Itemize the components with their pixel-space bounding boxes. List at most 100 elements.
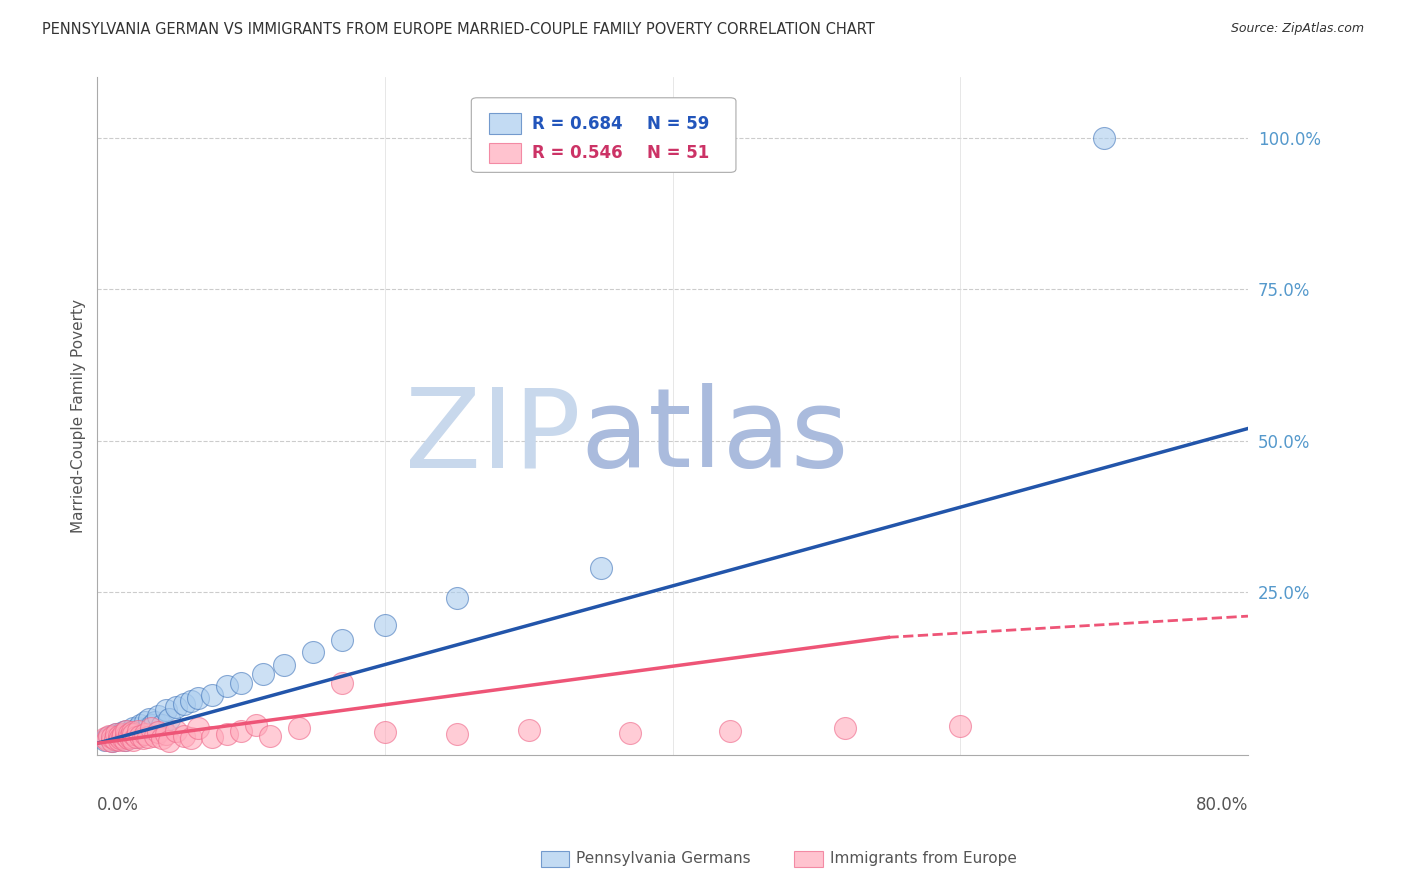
Point bbox=[134, 727, 156, 741]
Point bbox=[115, 727, 138, 741]
Point bbox=[330, 633, 353, 648]
Point bbox=[134, 714, 156, 729]
Point bbox=[110, 731, 132, 746]
Point bbox=[273, 657, 295, 672]
Point bbox=[112, 727, 135, 741]
Point bbox=[127, 724, 149, 739]
Point bbox=[118, 731, 141, 746]
Bar bbox=[488, 143, 520, 163]
Point bbox=[112, 729, 135, 743]
Point bbox=[138, 712, 160, 726]
Point bbox=[180, 731, 202, 746]
Text: Pennsylvania Germans: Pennsylvania Germans bbox=[576, 852, 751, 866]
Point bbox=[166, 700, 188, 714]
Point bbox=[100, 729, 122, 743]
Point bbox=[231, 724, 253, 739]
Point bbox=[132, 724, 155, 739]
Point bbox=[374, 618, 396, 632]
Point bbox=[108, 733, 131, 747]
Point bbox=[105, 727, 128, 741]
Point bbox=[122, 733, 145, 747]
Point bbox=[143, 729, 166, 743]
Point bbox=[97, 730, 120, 744]
Text: N = 51: N = 51 bbox=[647, 144, 710, 161]
Point bbox=[117, 729, 139, 743]
Point bbox=[105, 731, 128, 746]
Point bbox=[157, 734, 180, 748]
Point bbox=[112, 725, 135, 739]
Point bbox=[125, 730, 148, 744]
Point bbox=[114, 733, 136, 747]
Point bbox=[146, 725, 169, 739]
Point bbox=[118, 727, 141, 741]
Point bbox=[111, 730, 134, 744]
Point bbox=[718, 724, 741, 739]
Point bbox=[122, 727, 145, 741]
Point bbox=[108, 729, 131, 743]
Text: Immigrants from Europe: Immigrants from Europe bbox=[830, 852, 1017, 866]
Point bbox=[108, 729, 131, 743]
Point bbox=[120, 725, 142, 739]
Point bbox=[121, 724, 143, 739]
Point bbox=[166, 724, 188, 739]
Point bbox=[330, 675, 353, 690]
Point bbox=[173, 729, 195, 743]
Point bbox=[259, 729, 281, 743]
Point bbox=[121, 730, 143, 744]
FancyBboxPatch shape bbox=[471, 98, 735, 172]
Text: N = 59: N = 59 bbox=[647, 114, 710, 133]
Text: atlas: atlas bbox=[581, 384, 849, 491]
Point bbox=[252, 666, 274, 681]
Point bbox=[111, 730, 134, 744]
Point bbox=[245, 718, 267, 732]
Point bbox=[96, 733, 118, 747]
Bar bbox=[488, 113, 520, 134]
Point bbox=[173, 697, 195, 711]
Point bbox=[114, 732, 136, 747]
Point bbox=[121, 725, 143, 739]
Point bbox=[97, 729, 120, 743]
Point bbox=[155, 727, 177, 741]
Point bbox=[107, 730, 129, 744]
Point bbox=[129, 718, 152, 732]
Point bbox=[100, 730, 122, 744]
Point bbox=[834, 721, 856, 735]
Point bbox=[446, 591, 468, 605]
Point bbox=[117, 731, 139, 746]
Point bbox=[143, 714, 166, 729]
Point bbox=[127, 721, 149, 735]
Point bbox=[215, 679, 238, 693]
Point bbox=[146, 709, 169, 723]
Point bbox=[122, 721, 145, 735]
Point bbox=[215, 727, 238, 741]
Point bbox=[110, 727, 132, 741]
Point bbox=[110, 731, 132, 746]
Point bbox=[517, 723, 540, 737]
Point bbox=[446, 727, 468, 741]
Point bbox=[124, 727, 146, 741]
Point bbox=[115, 724, 138, 739]
Point bbox=[136, 730, 159, 744]
Point bbox=[141, 718, 163, 732]
Point bbox=[93, 731, 115, 746]
Point bbox=[127, 730, 149, 744]
Point bbox=[619, 726, 641, 740]
Point bbox=[129, 725, 152, 739]
Point bbox=[100, 734, 122, 748]
Point bbox=[187, 721, 209, 735]
Point bbox=[115, 724, 138, 739]
Point bbox=[93, 733, 115, 747]
Point bbox=[120, 730, 142, 744]
Point bbox=[949, 719, 972, 733]
Point bbox=[187, 690, 209, 705]
Point bbox=[201, 730, 224, 744]
Text: Source: ZipAtlas.com: Source: ZipAtlas.com bbox=[1230, 22, 1364, 36]
Point bbox=[100, 734, 122, 748]
Point bbox=[150, 718, 173, 732]
Point bbox=[155, 703, 177, 717]
Point bbox=[157, 712, 180, 726]
Text: 0.0%: 0.0% bbox=[97, 796, 139, 814]
Point bbox=[125, 724, 148, 739]
Point bbox=[287, 721, 309, 735]
Point bbox=[104, 731, 127, 746]
